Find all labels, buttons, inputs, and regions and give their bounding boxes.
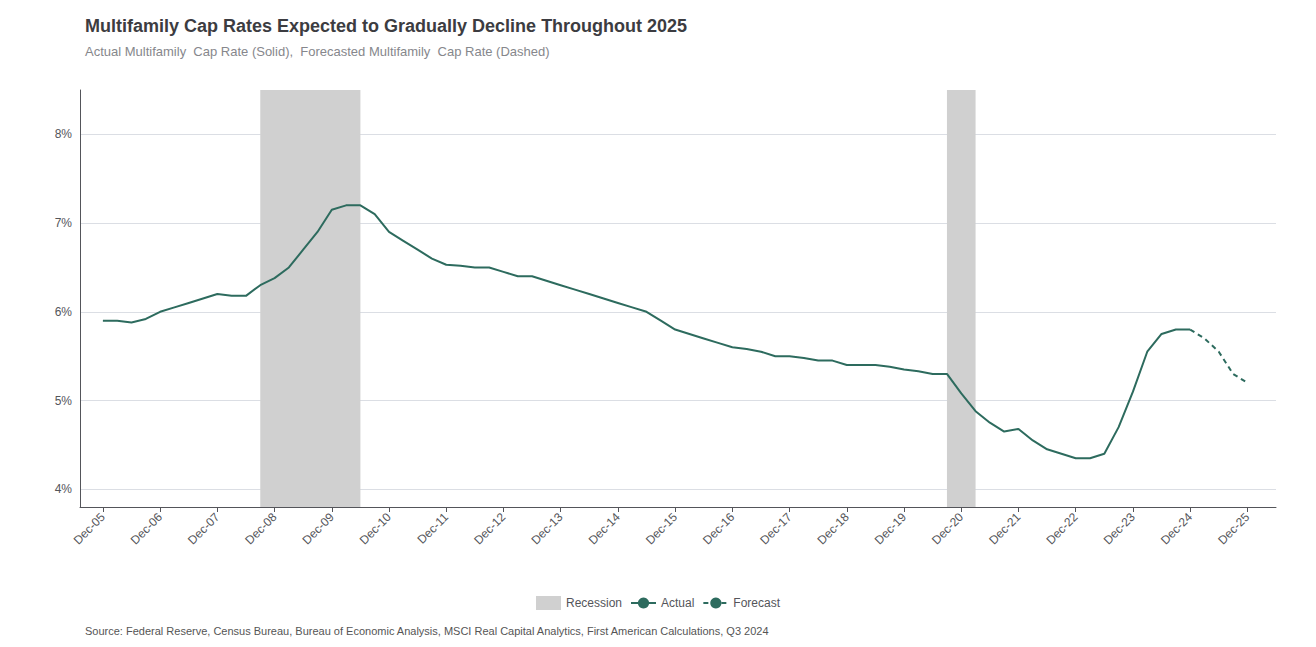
svg-text:Dec-18: Dec-18: [815, 510, 852, 547]
svg-text:Dec-19: Dec-19: [872, 510, 909, 547]
svg-text:4%: 4%: [55, 482, 73, 496]
svg-text:Dec-09: Dec-09: [300, 510, 337, 547]
svg-text:Multifamily Cap Rates Expected: Multifamily Cap Rates Expected to Gradua…: [85, 16, 687, 36]
svg-text:Forecast: Forecast: [733, 596, 780, 610]
svg-text:Dec-13: Dec-13: [528, 510, 565, 547]
svg-text:Dec-11: Dec-11: [415, 510, 452, 547]
svg-text:7%: 7%: [55, 216, 73, 230]
svg-text:Actual: Actual: [661, 596, 694, 610]
svg-text:Recession: Recession: [566, 596, 622, 610]
svg-text:Actual Multifamily Cap Rate (: Actual Multifamily Cap Rate (Solid), For…: [85, 44, 550, 59]
svg-text:Dec-20: Dec-20: [929, 510, 966, 547]
svg-text:Dec-23: Dec-23: [1101, 510, 1138, 547]
svg-text:Dec-24: Dec-24: [1158, 510, 1195, 547]
svg-text:8%: 8%: [55, 127, 73, 141]
svg-text:5%: 5%: [55, 394, 73, 408]
svg-text:Dec-22: Dec-22: [1043, 510, 1080, 547]
svg-text:Dec-14: Dec-14: [586, 510, 623, 547]
svg-text:Dec-17: Dec-17: [757, 510, 794, 547]
svg-text:Dec-25: Dec-25: [1215, 510, 1252, 547]
svg-text:Dec-16: Dec-16: [700, 510, 737, 547]
svg-text:Dec-06: Dec-06: [128, 510, 165, 547]
svg-text:Dec-07: Dec-07: [185, 510, 222, 547]
svg-text:Dec-05: Dec-05: [71, 510, 108, 547]
svg-text:Dec-21: Dec-21: [986, 510, 1023, 547]
svg-text:Dec-15: Dec-15: [643, 510, 680, 547]
svg-text:Dec-08: Dec-08: [242, 510, 279, 547]
svg-text:6%: 6%: [55, 305, 73, 319]
svg-text:Dec-12: Dec-12: [471, 510, 508, 547]
svg-text:Dec-10: Dec-10: [357, 510, 394, 547]
svg-text:Source: Federal Reserve, Censu: Source: Federal Reserve, Census Bureau, …: [85, 625, 769, 637]
